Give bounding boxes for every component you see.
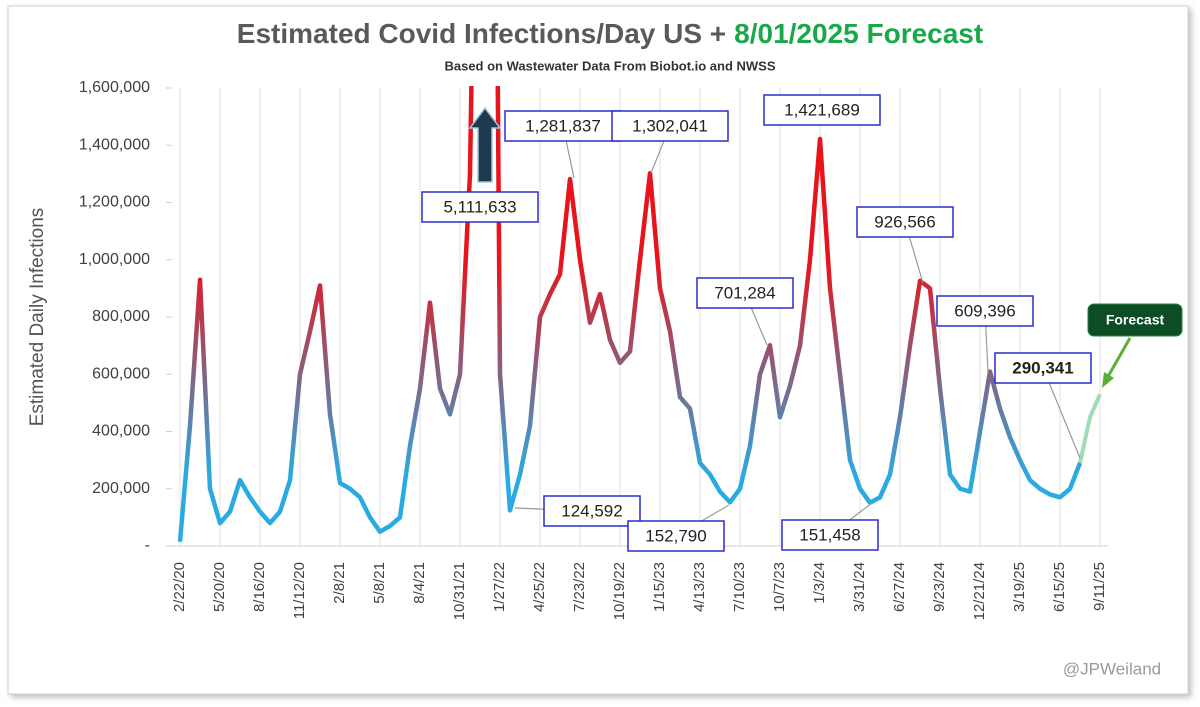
x-tick-label: 10/31/21 xyxy=(451,562,468,620)
label-box xyxy=(421,191,539,223)
value-label: 701,284 xyxy=(714,283,775,302)
y-tick-label: 200,000 xyxy=(92,480,150,497)
series-line xyxy=(177,86,1083,542)
value-label: 926,566 xyxy=(874,212,935,231)
y-tick-label: 1,600,000 xyxy=(79,79,150,96)
x-tick-label: 5/8/21 xyxy=(371,562,388,604)
x-tick-label: 10/19/22 xyxy=(611,562,628,620)
x-tick-label: 12/21/24 xyxy=(971,562,988,620)
x-tick-label: 9/11/25 xyxy=(1091,562,1108,611)
value-label: 609,396 xyxy=(954,301,1015,320)
value-label: 1,281,837 xyxy=(525,116,601,135)
y-tick-label: 1,000,000 xyxy=(79,251,150,268)
label-box xyxy=(763,94,881,126)
watermark: @JPWeiland xyxy=(1063,659,1161,678)
label-box xyxy=(781,519,879,551)
title-highlight: 8/01/2025 Forecast xyxy=(734,18,983,49)
value-label: 151,458 xyxy=(799,525,860,544)
title-main: Estimated Covid Infections/Day US + xyxy=(237,18,726,49)
x-tick-label: 7/10/23 xyxy=(731,562,748,612)
x-tick-label: 6/15/25 xyxy=(1051,562,1068,612)
series-line xyxy=(1078,393,1102,464)
forecast-box xyxy=(1087,303,1183,337)
chart-title: Estimated Covid Infections/Day US + 8/01/… xyxy=(237,18,983,49)
value-label: 1,421,689 xyxy=(784,100,860,119)
x-tick-label: 3/31/24 xyxy=(851,562,868,612)
value-label: 152,790 xyxy=(645,526,706,545)
x-tick-label: 11/12/20 xyxy=(291,562,308,619)
value-label: 5,111,633 xyxy=(443,197,516,216)
x-tick-label: 9/23/24 xyxy=(931,562,948,612)
peak-arrow xyxy=(468,106,502,183)
forecast-arrowhead xyxy=(1102,372,1114,388)
forecast-arrow xyxy=(1104,337,1132,381)
label-box xyxy=(543,495,641,527)
label-box xyxy=(504,110,622,142)
label-box xyxy=(936,295,1034,327)
x-tick-label: 2/22/20 xyxy=(171,562,188,612)
value-label: 1,302,041 xyxy=(632,116,708,135)
plot xyxy=(177,86,1102,542)
label-box xyxy=(994,352,1092,384)
y-axis-label: Estimated Daily Infections xyxy=(27,208,48,427)
x-tick-label: 4/13/23 xyxy=(691,562,708,612)
label-box xyxy=(856,206,954,238)
label-box xyxy=(611,110,729,142)
x-tick-label: 6/27/24 xyxy=(891,562,908,612)
value-label: 124,592 xyxy=(561,501,622,520)
x-tick-label: 10/7/23 xyxy=(771,562,788,612)
x-tick-label: 8/4/21 xyxy=(411,562,428,604)
x-tick-label: 4/25/22 xyxy=(531,562,548,612)
x-tick-label: 8/16/20 xyxy=(251,562,268,612)
label-box xyxy=(627,520,725,552)
forecast-note: Forecast xyxy=(1106,312,1165,328)
y-tick-label: 1,400,000 xyxy=(79,136,150,153)
y-tick-label: 400,000 xyxy=(92,423,150,440)
label-box xyxy=(696,277,794,309)
x-tick-label: 7/23/22 xyxy=(571,562,588,612)
x-tick-label: 1/27/22 xyxy=(491,562,508,612)
x-tick-label: 5/20/20 xyxy=(211,562,228,612)
x-tick-label: 2/8/21 xyxy=(331,562,348,604)
subtitle: Based on Wastewater Data From Biobot.io … xyxy=(444,58,775,73)
y-tick-label: 800,000 xyxy=(92,308,150,325)
y-tick-label: 600,000 xyxy=(92,365,150,382)
x-tick-label: 3/19/25 xyxy=(1011,562,1028,612)
y-tick-label: 1,200,000 xyxy=(79,194,150,211)
x-tick-label: 1/15/23 xyxy=(651,562,668,612)
y-tick-label: - xyxy=(145,537,150,554)
value-label: 290,341 xyxy=(1012,358,1073,377)
x-tick-label: 1/3/24 xyxy=(811,562,828,604)
